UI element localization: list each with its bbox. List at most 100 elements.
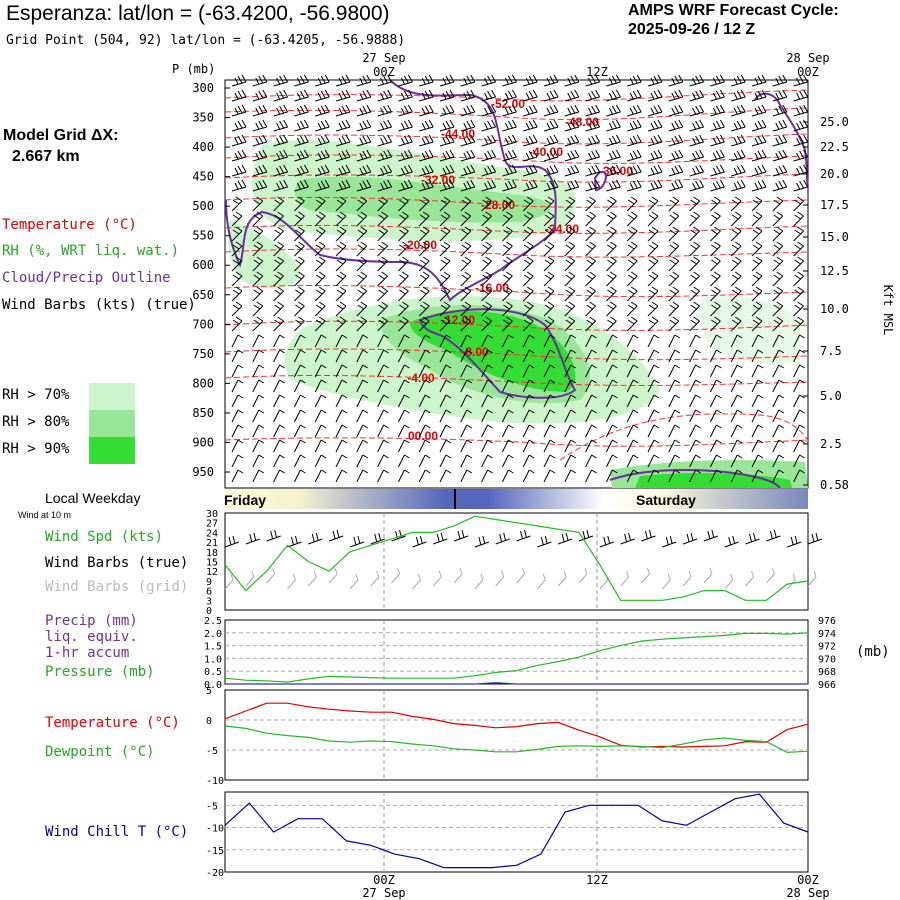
wind-barb — [335, 211, 347, 227]
wind-barb — [293, 454, 306, 468]
wind-barb — [398, 179, 413, 192]
wind-barb — [709, 364, 722, 378]
wind-barb — [730, 316, 742, 332]
wind-barb — [439, 379, 452, 393]
wind-barb — [647, 271, 659, 287]
height-tick-label: 12.5 — [820, 264, 849, 278]
wind-barb — [460, 164, 476, 177]
wind-barb — [522, 409, 535, 423]
wind-barb — [460, 316, 472, 332]
wind-barb — [751, 74, 767, 87]
pressure-series — [224, 632, 809, 683]
wind-barb — [335, 439, 348, 453]
wind-barb — [647, 104, 663, 117]
wind-barb — [564, 349, 577, 363]
wind-barb — [356, 134, 372, 147]
wind-barb — [501, 439, 514, 453]
wind-barb — [585, 334, 597, 348]
wind-barb — [231, 316, 243, 332]
bottom-date-label: 28 Sep — [786, 886, 829, 900]
wind-barb — [501, 349, 514, 363]
wind-barb — [481, 241, 492, 257]
wind-barb — [231, 424, 244, 438]
wind-barb — [273, 196, 284, 212]
wind-barb — [751, 134, 767, 147]
wind-barb — [543, 74, 559, 87]
wind-barb — [772, 469, 785, 483]
wind-barb — [460, 394, 473, 408]
wind-barb — [689, 119, 705, 132]
wind-barb — [689, 439, 701, 453]
wind-barb — [481, 256, 492, 272]
wind-barb — [564, 286, 576, 302]
wind-barb — [522, 454, 535, 468]
wind-barb — [606, 196, 617, 212]
wind-barb — [460, 364, 473, 378]
wind-barb — [647, 316, 659, 332]
wind-barb — [731, 89, 746, 102]
wind-barb — [377, 149, 393, 162]
wind-barb — [710, 134, 725, 147]
temperature-series — [224, 702, 809, 748]
wind-barb — [273, 394, 285, 408]
forecast-cycle-title: AMPS WRF Forecast Cycle: — [628, 2, 839, 19]
wind-barb-grid — [432, 570, 442, 587]
wind-barb — [627, 119, 642, 132]
wind-barb — [793, 424, 805, 438]
wind-barb — [564, 149, 580, 162]
weekday-axis-label: Local Weekday — [45, 490, 140, 506]
wind-barb — [377, 424, 389, 438]
wind-barb — [730, 286, 742, 302]
legend-rh70-label: RH > 70% — [2, 387, 70, 403]
wind-barb — [293, 439, 306, 453]
dewpoint-label: Dewpoint (°C) — [45, 744, 155, 760]
wind-barb — [606, 179, 621, 192]
dewpoint-series — [224, 725, 809, 754]
wind-barb — [335, 226, 347, 242]
rh-area-70-left — [228, 220, 300, 289]
wind-barb — [314, 349, 327, 363]
wind-barb — [605, 334, 618, 348]
wind-barb — [335, 271, 347, 287]
wind-barb — [793, 241, 804, 257]
wind-barb — [647, 164, 663, 177]
wind-barb-grid — [328, 567, 338, 584]
wind-barb — [418, 196, 430, 212]
wind-barb — [460, 334, 473, 348]
pressure-label: Pressure (mb) — [45, 664, 155, 680]
wind-barb — [606, 226, 617, 242]
wind-barb-grid — [245, 570, 255, 587]
wind-barb — [314, 226, 326, 242]
wind-barb — [294, 316, 305, 332]
wind-barb — [709, 424, 722, 438]
wind-barb — [377, 454, 389, 468]
wind-barb — [501, 379, 514, 393]
wind-barb-grid — [682, 570, 692, 587]
wind-tick-label: 30 — [206, 509, 218, 520]
wind-barb — [585, 89, 601, 102]
wind-barb — [252, 104, 268, 117]
wind-barb — [793, 164, 809, 177]
wind-barb — [730, 226, 742, 242]
wind-barb — [564, 89, 580, 102]
wind-barb — [564, 134, 580, 147]
wind-barb — [605, 379, 618, 393]
wind-barb — [522, 316, 534, 332]
wind-barb — [772, 439, 785, 453]
wind-barb — [585, 256, 596, 272]
wind-barb — [647, 196, 659, 212]
wind-barb — [751, 104, 767, 117]
wind-barb — [772, 104, 788, 117]
wind-barb — [543, 271, 555, 287]
wind-barb — [668, 179, 684, 192]
wind-barb — [710, 179, 725, 192]
temperature-contour-line — [224, 89, 809, 102]
wind-barb — [564, 271, 576, 287]
wind-barb — [647, 134, 663, 147]
wind-barb — [585, 164, 601, 177]
wind-barb — [751, 349, 764, 363]
wind-barb-grid — [391, 567, 401, 584]
wind-barb — [668, 256, 680, 272]
cloud-outline-lower — [609, 469, 781, 489]
wind-barb — [647, 364, 660, 378]
